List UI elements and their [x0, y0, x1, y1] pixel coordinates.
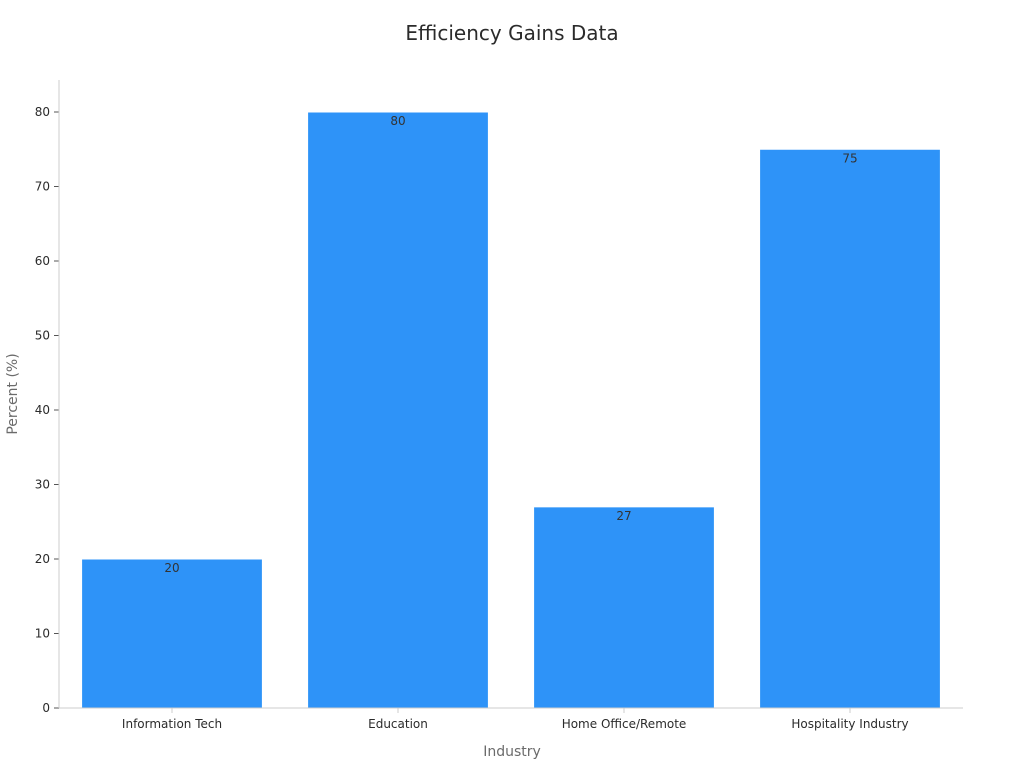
x-axis-label: Industry: [483, 744, 541, 760]
y-tick-label-6: 60: [35, 254, 50, 268]
bar-2: [533, 506, 715, 709]
data-label-1: 80: [390, 114, 405, 128]
y-tick-label-8: 80: [35, 105, 50, 119]
y-tick-label-4: 40: [35, 403, 50, 417]
x-tick-label-1: Education: [368, 717, 428, 731]
data-labels-layer: 20 80 27 75: [164, 114, 857, 575]
data-label-0: 20: [164, 561, 179, 575]
y-tick-label-3: 30: [35, 478, 50, 492]
y-tick-label-5: 50: [35, 329, 50, 343]
x-tick-label-2: Home Office/Remote: [562, 717, 687, 731]
x-tick-label-0: Information Tech: [122, 717, 222, 731]
y-tick-label-2: 20: [35, 552, 50, 566]
bars-layer: [81, 111, 941, 709]
y-tick-label-0: 0: [42, 701, 50, 715]
bar-3: [759, 148, 941, 709]
y-tick-label-1: 10: [35, 627, 50, 641]
data-label-3: 75: [842, 151, 857, 165]
chart-title: Efficiency Gains Data: [405, 21, 618, 45]
y-axis-label: Percent (%): [5, 353, 21, 434]
y-tick-label-7: 70: [35, 180, 50, 194]
bar-0: [81, 558, 263, 709]
axes-layer: Information Tech Education Home Office/Rem…: [35, 80, 963, 731]
data-label-2: 27: [616, 509, 631, 523]
bar-1: [307, 111, 489, 709]
x-tick-label-3: Hospitality Industry: [791, 717, 908, 731]
